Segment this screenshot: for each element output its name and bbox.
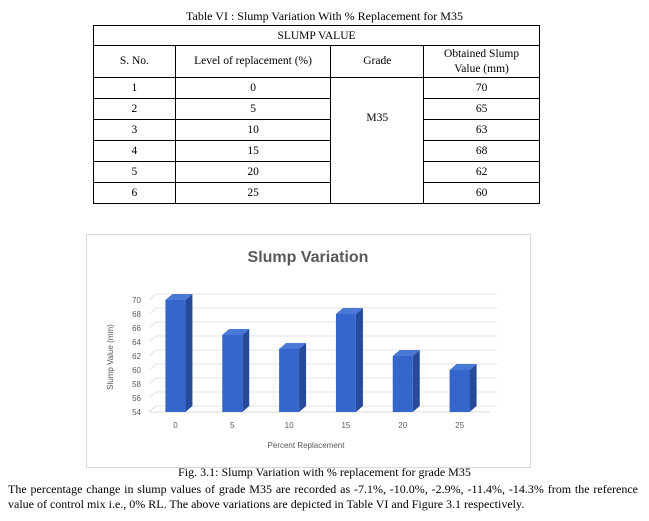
table-row: 1 0 M35 70 (93, 77, 540, 204)
bar-front (165, 300, 186, 412)
cell-sno: 2 (93, 98, 176, 120)
slump-table: SLUMP VALUE S. No. Level of replacement … (93, 25, 540, 204)
x-tick-label: 20 (398, 421, 407, 430)
cell-level: 5 (174, 98, 332, 120)
cell-grade: M35 (330, 77, 425, 204)
cell-value: 70 (423, 77, 540, 99)
table-row: 5 20 62 (93, 161, 540, 183)
y-tick-label: 60 (132, 366, 141, 375)
table-row: 2 5 65 (93, 98, 540, 120)
column-header-sno: S. No. (93, 45, 176, 78)
bar-side (242, 329, 250, 412)
cell-value: 63 (423, 119, 540, 141)
x-tick-label: 25 (455, 421, 464, 430)
bar-side (412, 350, 420, 412)
gridline (148, 391, 497, 399)
bar-front (222, 335, 243, 412)
chart-gridlines (148, 293, 497, 413)
cell-value: 65 (423, 98, 540, 120)
chart-title: Slump Variation (248, 249, 369, 266)
chart-tick-labels: 54 56 58 60 62 64 66 68 70 0 5 10 15 20 25 (132, 296, 464, 430)
y-tick-label: 70 (132, 296, 141, 305)
cell-level: 0 (174, 77, 332, 99)
bar-side (299, 343, 307, 412)
cell-sno: 6 (93, 182, 176, 204)
table-row: 3 10 63 (93, 119, 540, 141)
y-tick-label: 58 (132, 380, 141, 389)
gridline (148, 307, 497, 315)
bar-top (222, 329, 250, 335)
cell-value: 68 (423, 140, 540, 162)
gridline (148, 377, 497, 385)
gridline (148, 363, 497, 371)
cell-level: 25 (174, 182, 332, 204)
bar-side (185, 294, 193, 412)
y-tick-label: 66 (132, 324, 141, 333)
bar (449, 364, 477, 412)
bar-top (335, 308, 363, 314)
x-tick-label: 15 (341, 421, 350, 430)
cell-level: 10 (174, 119, 332, 141)
table-header: SLUMP VALUE (93, 25, 540, 46)
body-paragraph: The percentage change in slump values of… (8, 482, 638, 511)
gridline (148, 405, 497, 413)
table-caption: Table VI : Slump Variation With % Replac… (186, 9, 463, 23)
gridline (148, 335, 497, 343)
slump-chart: Slump Variation Slump Value (mm) Percent… (86, 234, 531, 468)
column-header-row: S. No. Level of replacement (%) Grade Ob… (93, 45, 540, 78)
bar-side (469, 364, 477, 412)
bar-front (335, 314, 356, 412)
bar (392, 350, 420, 412)
x-tick-label: 5 (230, 421, 235, 430)
y-tick-label: 62 (132, 352, 141, 361)
gridline (148, 321, 497, 329)
cell-sno: 5 (93, 161, 176, 183)
cell-value: 60 (423, 182, 540, 204)
bar (335, 308, 363, 412)
bar-front (449, 370, 470, 412)
cell-sno: 1 (93, 77, 176, 99)
chart-canvas: Slump Variation Slump Value (mm) Percent… (106, 249, 497, 450)
column-header-value: Obtained Slump Value (mm) (423, 45, 540, 78)
bar (222, 329, 250, 412)
cell-sno: 4 (93, 140, 176, 162)
figure-caption: Fig. 3.1: Slump Variation with % replace… (178, 465, 471, 479)
cell-level: 20 (174, 161, 332, 183)
bar-front (392, 356, 413, 412)
bar-side (355, 308, 363, 412)
gridline (148, 293, 497, 301)
bar-front (279, 349, 300, 412)
column-header-level: Level of replacement (%) (174, 45, 332, 78)
y-axis-label: Slump Value (mm) (106, 324, 115, 390)
table-row: 4 15 68 (93, 140, 540, 162)
table-row: 6 25 60 (93, 182, 540, 204)
x-axis-label: Percent Replacement (268, 441, 346, 450)
bar-top (392, 350, 420, 356)
x-tick-label: 10 (285, 421, 294, 430)
y-tick-label: 64 (132, 338, 141, 347)
bar (165, 294, 193, 412)
y-tick-label: 56 (132, 394, 141, 403)
cell-level: 15 (174, 140, 332, 162)
bar-top (449, 364, 477, 370)
y-tick-label: 68 (132, 310, 141, 319)
bar-top (279, 343, 307, 349)
bar (279, 343, 307, 412)
x-tick-label: 0 (173, 421, 178, 430)
chart-bars (165, 294, 477, 412)
column-header-grade: Grade (330, 45, 425, 78)
bar-top (165, 294, 193, 300)
cell-sno: 3 (93, 119, 176, 141)
table-header-row: SLUMP VALUE (93, 25, 540, 46)
cell-value: 62 (423, 161, 540, 183)
y-tick-label: 54 (132, 408, 141, 417)
gridline (148, 349, 497, 357)
